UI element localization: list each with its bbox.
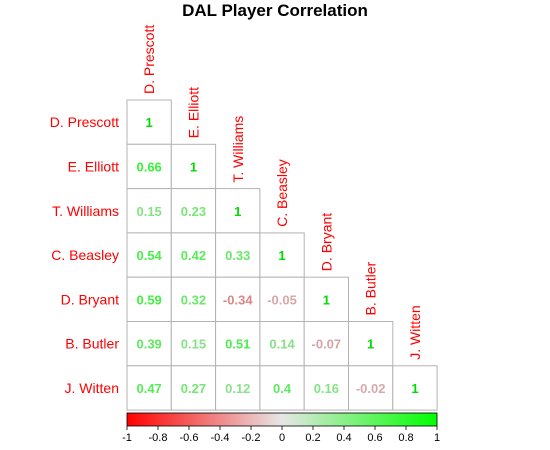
cell-value: 0.15 <box>181 337 206 352</box>
correlation-matrix: 1 0.66 1 0.15 0.23 1 0.54 0.42 0.33 1 0.59 0.32 -0.3… <box>126 99 438 411</box>
matrix-cell <box>126 321 172 367</box>
color-bar-tick-label: 0.8 <box>398 432 413 444</box>
row-label: B. Butler <box>65 336 119 352</box>
matrix-cell <box>170 232 217 278</box>
matrix-cell <box>392 365 438 411</box>
color-bar-tick-label: 0.4 <box>336 432 351 444</box>
column-label: C. Beasley <box>274 159 290 227</box>
cell-value: 0.32 <box>181 292 206 307</box>
color-bar-tick-label: -0.4 <box>211 432 230 444</box>
matrix-cell <box>215 321 261 367</box>
color-bar-tick-label: -0.6 <box>180 432 199 444</box>
cell-value: 0.66 <box>136 159 161 174</box>
cell-value: 0.54 <box>136 248 162 263</box>
matrix-cell <box>348 365 394 411</box>
matrix-cell <box>259 276 305 323</box>
matrix-cell <box>259 321 305 367</box>
row-label: E. Elliott <box>68 158 119 174</box>
color-bar-tick-label: -0.2 <box>242 432 261 444</box>
color-bar-tick-label: 0 <box>279 432 285 444</box>
row-labels: D. Prescott E. Elliott T. Williams C. Beasl… <box>50 114 120 396</box>
matrix-cell <box>170 276 217 323</box>
cell-value: 0.15 <box>136 204 161 219</box>
cell-value: -0.02 <box>356 381 386 396</box>
matrix-cell <box>126 143 172 190</box>
row-label: J. Witten <box>65 380 119 396</box>
cell-value: 0.42 <box>181 248 206 263</box>
column-labels: D. Prescott E. Elliott T. Williams C. Beasl… <box>141 25 423 360</box>
cell-value: -0.34 <box>223 292 253 307</box>
cell-value: 1 <box>367 337 374 352</box>
cell-value: 0.47 <box>136 381 161 396</box>
color-bar-tick-label: 1 <box>434 432 440 444</box>
cell-value: 0.23 <box>181 204 206 219</box>
column-label: B. Butler <box>363 261 379 315</box>
cell-value: -0.05 <box>267 292 297 307</box>
row-label: T. Williams <box>52 203 119 219</box>
cell-value: 0.59 <box>136 292 161 307</box>
column-label: D. Prescott <box>141 25 157 94</box>
row-label: D. Prescott <box>50 114 119 130</box>
cell-value: 1 <box>234 204 241 219</box>
cell-value: 0.51 <box>225 337 250 352</box>
matrix-cell <box>259 365 305 411</box>
matrix-cell <box>215 188 261 234</box>
chart-title: DAL Player Correlation <box>182 1 368 20</box>
cell-value: 1 <box>190 159 197 174</box>
color-legend: -1 -0.8 -0.6 -0.4 -0.2 0 0.2 0.4 0.6 0.8 1 <box>122 412 440 444</box>
cell-value: 1 <box>278 248 285 263</box>
cell-value: 0.14 <box>269 337 295 352</box>
matrix-cell <box>259 232 305 278</box>
cell-value: 1 <box>146 115 153 130</box>
cell-value: -0.07 <box>312 337 342 352</box>
cell-value: 0.39 <box>136 337 161 352</box>
matrix-cell <box>126 365 172 411</box>
column-label: E. Elliott <box>185 87 201 138</box>
cell-value: 0.33 <box>225 248 250 263</box>
color-bar <box>126 412 438 427</box>
color-bar-tick-label: -0.8 <box>149 432 168 444</box>
cell-value: 0.27 <box>181 381 206 396</box>
cell-value: 0.12 <box>225 381 250 396</box>
color-bar-tick-label: 0.6 <box>367 432 382 444</box>
matrix-cell <box>126 99 172 145</box>
matrix-cell <box>303 321 350 367</box>
cell-value: 1 <box>411 381 418 396</box>
column-label: D. Bryant <box>318 213 334 271</box>
column-label: J. Witten <box>407 305 423 359</box>
column-label: T. Williams <box>230 116 246 183</box>
row-label: C. Beasley <box>51 247 119 263</box>
matrix-cell <box>170 321 217 367</box>
cell-value: 0.16 <box>314 381 339 396</box>
cell-value: 0.4 <box>273 381 292 396</box>
color-bar-tick-label: 0.2 <box>305 432 320 444</box>
color-bar-tick-label: -1 <box>122 432 132 444</box>
row-label: D. Bryant <box>61 291 119 307</box>
cell-value: 1 <box>323 292 330 307</box>
matrix-cell <box>348 321 394 367</box>
matrix-cell <box>170 365 217 411</box>
